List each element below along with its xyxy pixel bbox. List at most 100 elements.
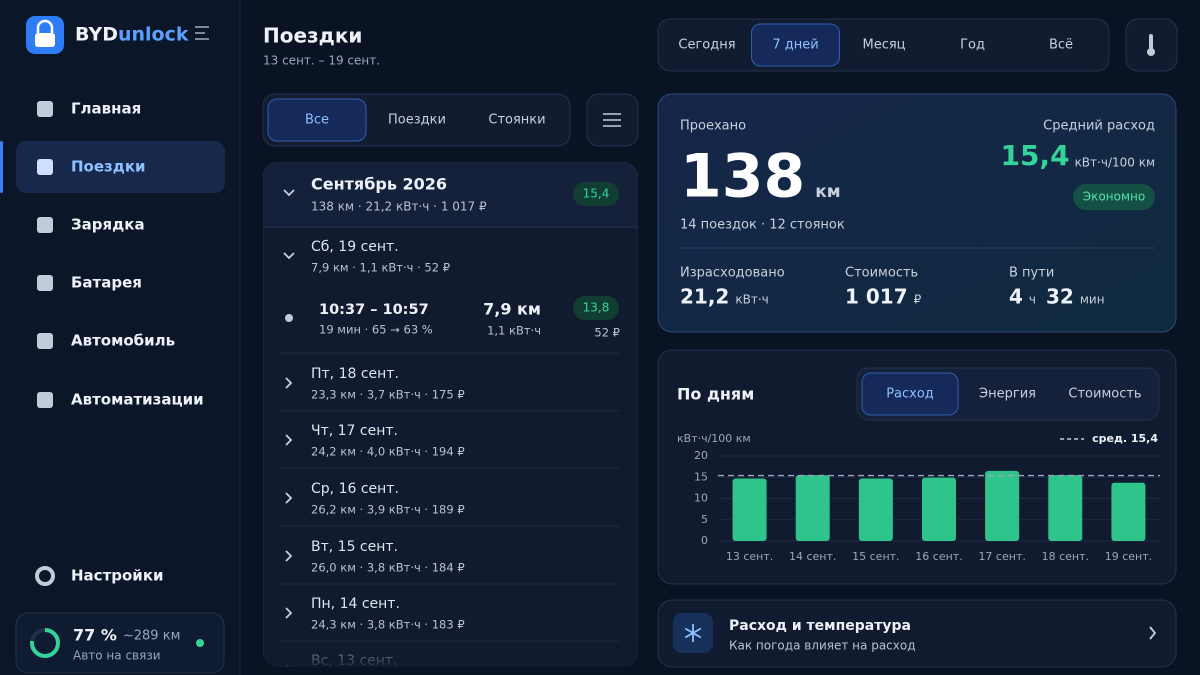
x-tick-label: 15 сент.	[852, 550, 899, 563]
month-title: Сентябрь 2026	[311, 175, 447, 194]
day-title: Пн, 14 сент.	[311, 596, 400, 612]
online-dot	[196, 639, 204, 647]
period-tab-label: Год	[960, 38, 985, 53]
period-tab-label: Всё	[1049, 38, 1073, 53]
list-fade	[263, 630, 638, 667]
month-badge	[573, 182, 619, 206]
trip-dot	[285, 314, 293, 322]
month-summary: 138 км · 21,2 кВт·ч · 1 017 ₽	[311, 200, 487, 214]
range: ~289 км	[123, 629, 181, 644]
avg-value: 15,4	[1000, 139, 1069, 172]
summary-card	[657, 93, 1177, 333]
filter-tab[interactable]	[267, 98, 367, 142]
avg-unit: кВт·ч/100 км	[1075, 156, 1155, 170]
day-title: Чт, 17 сент.	[311, 423, 398, 439]
chevron	[285, 607, 293, 619]
bar	[985, 470, 1020, 541]
summary-badge-label: Экономно	[1083, 190, 1145, 204]
logo-lock-body	[35, 33, 55, 47]
chart-tab-label: Энергия	[979, 387, 1036, 402]
summary-value: 138	[680, 142, 805, 212]
insight-card[interactable]	[657, 599, 1177, 668]
filter-tab-label: Стоянки	[488, 113, 545, 128]
status-text: Авто на связи	[73, 649, 161, 663]
settings-icon	[35, 566, 55, 586]
day-title: Сб, 19 сент.	[311, 239, 399, 255]
stat-label: Стоимость	[845, 266, 918, 281]
trip-energy: 1,1 кВт·ч	[487, 324, 541, 338]
x-tick-label: 17 сент.	[978, 550, 1025, 563]
trip-badge	[573, 296, 619, 320]
y-tick-label: 15	[694, 470, 708, 483]
page-subtitle: 13 сент. – 19 сент.	[263, 54, 380, 68]
summary-unit: км	[815, 182, 840, 202]
period-tab-label: Сегодня	[678, 38, 735, 53]
stat-label: Израсходовано	[680, 266, 785, 281]
trip-distance: 7,9 км	[483, 300, 541, 319]
trip-badge-label: 13,8	[583, 301, 610, 315]
bar	[922, 477, 956, 541]
bar	[1111, 482, 1146, 541]
nav-icon	[37, 392, 53, 408]
page-title: Поездки	[263, 24, 362, 48]
chevron	[283, 189, 295, 197]
y-tick-label: 0	[701, 534, 708, 547]
day-title: Ср, 16 сент.	[311, 481, 399, 497]
day-summary: 7,9 км · 1,1 кВт·ч · 52 ₽	[311, 261, 450, 275]
thermo-icon-bulb	[1147, 48, 1155, 56]
bar	[732, 478, 767, 541]
trip-detail: 19 мин · 65 → 63 %	[319, 323, 433, 337]
chevron	[285, 492, 293, 504]
y-tick-label: 5	[701, 513, 708, 526]
chevron	[285, 434, 293, 446]
y-tick-label: 20	[694, 449, 708, 462]
logo-lock	[36, 19, 54, 33]
x-tick-label: 18 сент.	[1042, 550, 1089, 563]
nav-active	[16, 141, 225, 193]
day-title: Вт, 15 сент.	[311, 539, 398, 555]
period-tab-label: Месяц	[862, 38, 905, 53]
day-summary: 23,3 км · 3,7 кВт·ч · 175 ₽	[311, 388, 465, 402]
nav-icon	[37, 159, 53, 175]
stat-value: 1 017	[845, 285, 908, 309]
y-axis-label: кВт·ч/100 км	[677, 432, 751, 445]
bar	[795, 475, 830, 541]
stat-unit: ₽	[914, 293, 922, 307]
x-tick-label: 13 сент.	[726, 550, 773, 563]
stat-unit: кВт·ч	[735, 293, 768, 307]
summary-subtitle: 14 поездок · 12 стоянок	[680, 218, 845, 233]
nav-icon	[37, 101, 53, 117]
chevron	[285, 377, 293, 389]
snowflake	[684, 627, 702, 639]
brand: unlock	[118, 24, 189, 46]
chevron	[283, 252, 295, 260]
nav-label: Зарядка	[71, 216, 145, 234]
stat-value: 21,2	[680, 285, 729, 309]
nav-icon	[37, 275, 53, 291]
insight-subtitle: Как погода влияет на расход	[729, 639, 916, 653]
stat-unit: ч	[1029, 293, 1036, 307]
battery-ring	[30, 628, 60, 658]
period-tab-label: 7 дней	[772, 38, 818, 53]
month-badge-label: 15,4	[583, 187, 610, 201]
chart-tab-label: Расход	[886, 387, 934, 402]
list-card	[263, 162, 638, 667]
day-summary: 26,0 км · 3,8 кВт·ч · 184 ₽	[311, 561, 465, 575]
nav-icon	[37, 333, 53, 349]
nav-label: Поездки	[71, 158, 146, 176]
thermo-icon	[1149, 34, 1153, 50]
period-tab[interactable]	[751, 23, 840, 67]
chart-tab[interactable]	[861, 372, 959, 416]
day-summary: 24,2 км · 4,0 кВт·ч · 194 ₽	[311, 445, 465, 459]
x-tick-label: 19 сент.	[1105, 550, 1152, 563]
trip-cost: 52 ₽	[594, 326, 620, 340]
y-tick-label: 10	[694, 492, 708, 505]
avg-legend: сред. 15,4	[1092, 432, 1158, 445]
stat-value: 32	[1046, 285, 1074, 309]
x-tick-label: 14 сент.	[789, 550, 836, 563]
nav-indicator	[0, 141, 3, 193]
trip-list: Сентябрь 2026 138 км · 21,2 кВт·ч · 1 017…	[263, 162, 638, 667]
x-tick-label: 16 сент.	[915, 550, 962, 563]
bar	[858, 478, 893, 541]
filter-tab-label: Поездки	[388, 113, 446, 128]
